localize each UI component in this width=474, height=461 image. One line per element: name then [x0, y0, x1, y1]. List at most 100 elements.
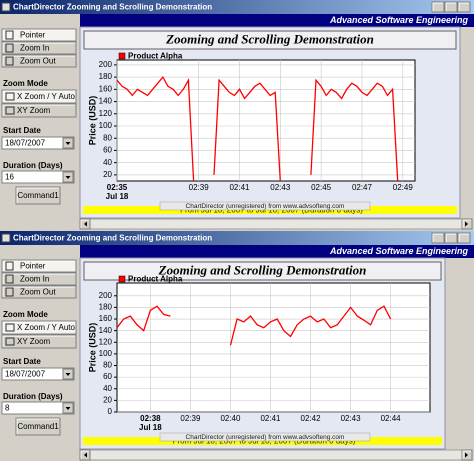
window-control-highlight	[432, 2, 443, 11]
x-tick-label: 02:47	[352, 183, 373, 192]
duration-field[interactable]	[1, 170, 75, 184]
tool-button-highlight	[2, 286, 75, 297]
x-tick-label: 02:43	[270, 183, 291, 192]
line-series	[116, 305, 392, 346]
chart-title-box	[83, 261, 442, 281]
header-left	[0, 14, 80, 27]
date-field[interactable]	[1, 136, 75, 150]
arrow	[84, 452, 87, 458]
window-control[interactable]	[457, 232, 471, 244]
mode-icon	[5, 92, 15, 101]
legend-label: Product Alpha	[128, 52, 183, 61]
tool-label: Pointer	[20, 31, 46, 40]
y-tick-label: 20	[103, 395, 112, 404]
command-button[interactable]	[15, 186, 61, 205]
tool-button-highlight	[2, 55, 75, 66]
command-label: Command1	[17, 422, 59, 431]
tool-icon	[5, 287, 14, 297]
tool-button[interactable]	[1, 28, 77, 42]
tool-label: Zoom In	[20, 275, 49, 284]
dropdown-arrow	[65, 142, 71, 145]
mode-button[interactable]	[1, 89, 77, 104]
mode-icon	[5, 323, 15, 332]
tool-icon	[5, 261, 14, 271]
section-label: Zoom Mode	[3, 310, 48, 319]
x-tick-label: 02:43	[341, 414, 362, 423]
duration-value: 16	[5, 173, 14, 182]
brand: Advanced Software Engineering	[329, 15, 469, 25]
app-icon	[1, 2, 11, 12]
date-field[interactable]	[1, 367, 75, 381]
watermark: ChartDirector (unregistered) from www.ad…	[186, 203, 345, 210]
y-axis-label: Price (USD)	[87, 323, 97, 373]
window-control-highlight	[458, 233, 469, 242]
mode-button[interactable]	[1, 320, 77, 335]
right-edge	[461, 27, 473, 218]
y-tick-label: 140	[99, 326, 113, 335]
plot-area	[116, 59, 416, 182]
tool-button[interactable]	[1, 54, 77, 68]
chart-title-box	[83, 30, 457, 50]
chart-title: Zooming and Scrolling Demonstration	[165, 31, 374, 46]
tool-label: Zoom Out	[20, 288, 56, 297]
window-control-highlight	[445, 2, 456, 11]
x-tick-label: 02:39	[189, 183, 210, 192]
section-label: Start Date	[3, 126, 41, 135]
header-strip	[80, 14, 474, 27]
arrow	[84, 221, 87, 227]
scroll-right-highlight	[462, 450, 471, 459]
tool-button[interactable]	[1, 285, 77, 299]
dropdown-arrow	[65, 176, 71, 179]
tool-button-highlight	[2, 273, 75, 284]
y-tick-label: 40	[103, 384, 112, 393]
y-tick-label: 120	[99, 337, 113, 346]
tool-label: Zoom In	[20, 44, 49, 53]
section-label: Duration (Days)	[3, 161, 63, 170]
brand: Advanced Software Engineering	[329, 246, 469, 256]
plot-area	[116, 282, 431, 413]
x-date-label: Jul 18	[106, 192, 129, 201]
x-tick-label: 02:35	[107, 183, 128, 192]
tool-label: Pointer	[20, 262, 46, 271]
scrollbar-track[interactable]	[79, 218, 473, 230]
y-tick-label: 60	[103, 146, 112, 155]
arrow	[465, 221, 468, 227]
y-tick-label: 60	[103, 372, 112, 381]
tool-button-highlight	[2, 29, 75, 40]
tool-button[interactable]	[1, 259, 77, 273]
mode-label: X Zoom / Y Auto	[17, 323, 76, 332]
tool-button[interactable]	[1, 41, 77, 55]
window-title: ChartDirector Zooming and Scrolling Demo…	[13, 3, 212, 12]
tool-icon	[5, 56, 14, 66]
date-value: 18/07/2007	[5, 370, 46, 379]
tool-button[interactable]	[1, 272, 77, 286]
mode-label: XY Zoom	[17, 106, 51, 115]
duration-field[interactable]	[1, 401, 75, 415]
command-button-highlight	[16, 187, 59, 203]
window-control[interactable]	[431, 232, 445, 244]
y-tick-label: 40	[103, 158, 112, 167]
window-control[interactable]	[431, 1, 445, 13]
y-tick-label: 100	[99, 121, 113, 130]
mode-icon	[5, 106, 15, 115]
scrollbar-track[interactable]	[79, 449, 473, 461]
right-edge	[446, 258, 473, 449]
window-control-highlight	[432, 233, 443, 242]
header-left	[0, 245, 80, 258]
tool-icon	[5, 43, 14, 53]
mode-button[interactable]	[1, 334, 77, 349]
y-tick-label: 180	[99, 303, 113, 312]
header-strip	[80, 245, 474, 258]
mode-label: XY Zoom	[17, 337, 51, 346]
y-tick-label: 160	[99, 84, 113, 93]
mode-button[interactable]	[1, 103, 77, 118]
window-control[interactable]	[457, 1, 471, 13]
x-date-label: Jul 18	[139, 423, 162, 432]
tool-icon	[5, 274, 14, 284]
window-control[interactable]	[444, 232, 458, 244]
watermark: ChartDirector (unregistered) from www.ad…	[186, 434, 345, 441]
command-button[interactable]	[15, 417, 61, 436]
window: ChartDirector Zooming and Scrolling Demo…	[0, 0, 474, 230]
window-control[interactable]	[444, 1, 458, 13]
